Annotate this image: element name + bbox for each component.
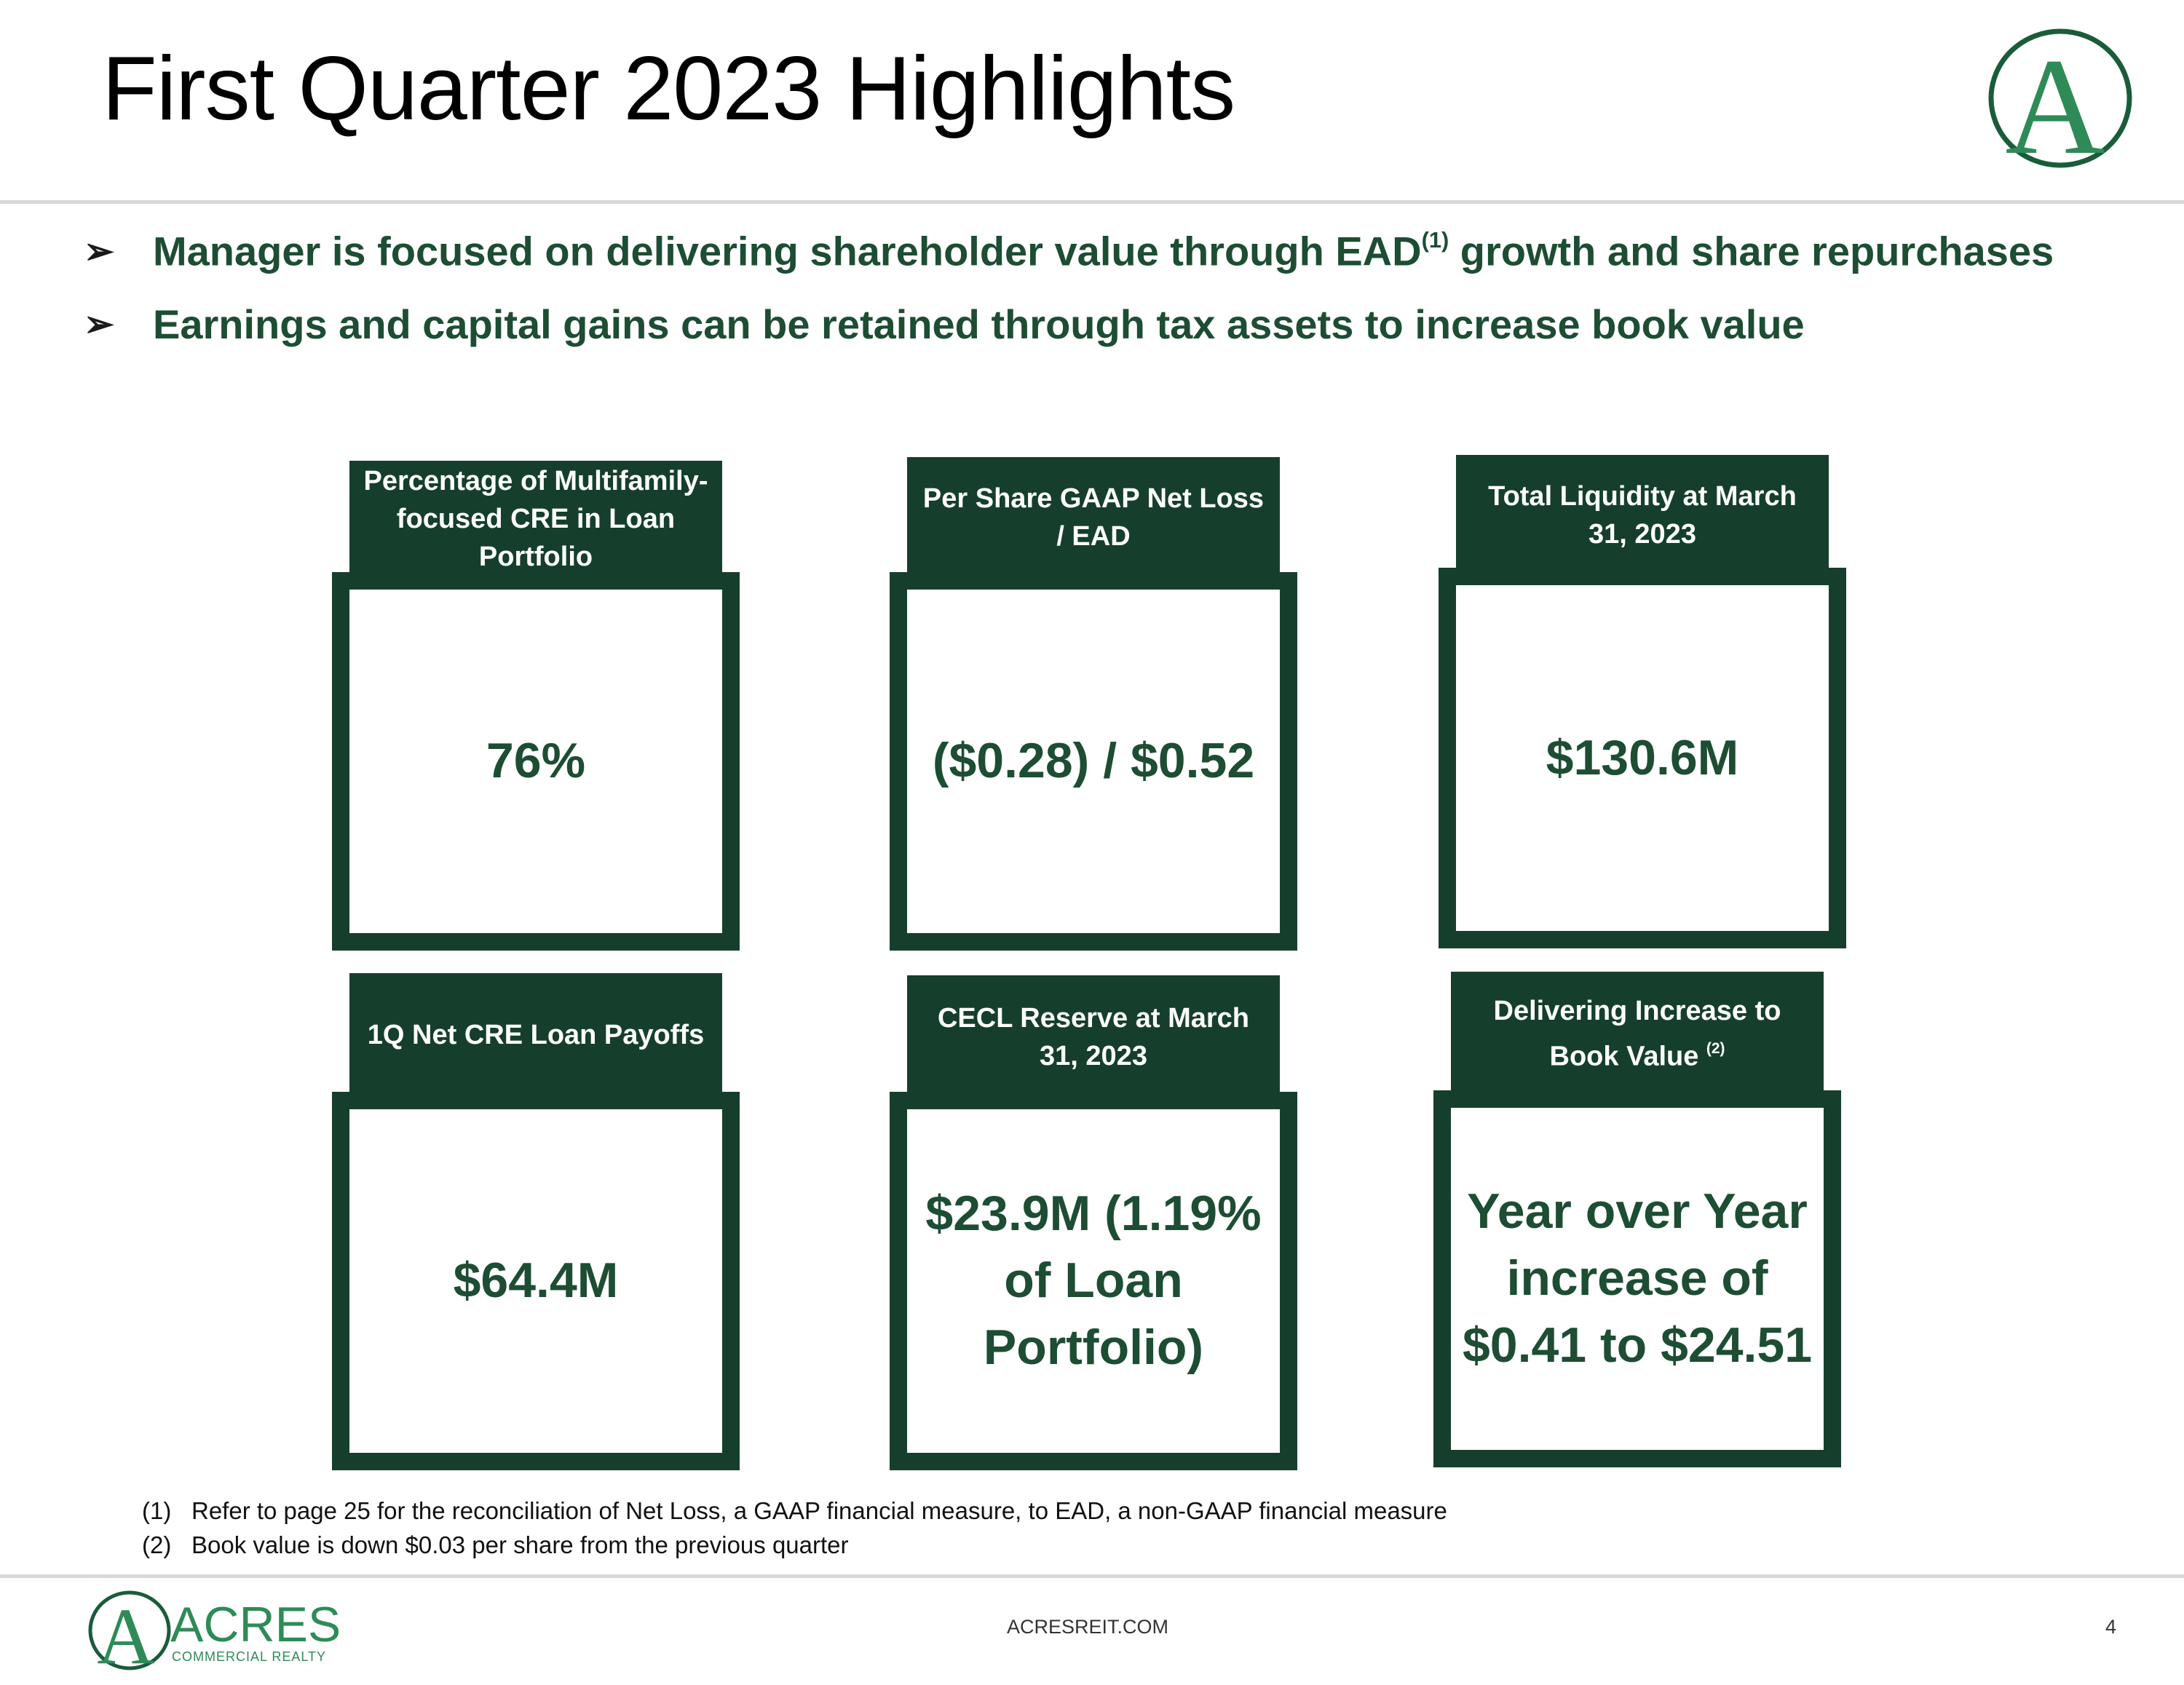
card-value: Year over Year increase of $0.41 to $24.… [1462,1184,1813,1373]
bullet-text: Earnings and capital gains can be retain… [153,301,1805,347]
bullet-item: ➢ Earnings and capital gains can be reta… [84,288,2054,360]
card-value: $130.6M [1546,729,1739,785]
card-body: $23.9M (1.19% of Loan Portfolio) [890,1092,1297,1470]
footer-website: ACRESREIT.COM [1007,1616,1169,1638]
card-body: Year over Year increase of $0.41 to $24.… [1433,1090,1841,1467]
footer-divider [0,1574,2184,1578]
svg-text:ACRES: ACRES [170,1597,341,1652]
footnote-item: (1) Refer to page 25 for the reconciliati… [142,1497,1447,1524]
card-body: ($0.28) / $0.52 [890,572,1297,951]
card-header: CECL Reserve at March 31, 2023 [907,975,1280,1099]
card-header: Total Liquidity at March 31, 2023 [1456,455,1829,575]
card-header: Per Share GAAP Net Loss / EAD [907,457,1280,577]
arrow-bullet-icon: ➢ [84,304,114,344]
card-header: 1Q Net CRE Loan Payoffs [349,973,722,1097]
acres-footer-logo-icon: A ACRES COMMERCIAL REALTY [88,1590,341,1674]
bullet-text: Manager is focused on delivering shareho… [153,227,2054,274]
card-header: Delivering Increase to Book Value (2) [1451,972,1824,1095]
card-value: $64.4M [453,1253,619,1309]
highlight-bullets: ➢ Manager is focused on delivering share… [84,215,2054,360]
bullet-item: ➢ Manager is focused on delivering share… [84,215,2054,288]
card-body: 76% [332,572,740,951]
card-body: $64.4M [332,1092,740,1470]
svg-text:A: A [2005,31,2105,182]
svg-text:A: A [97,1592,154,1674]
card-value: 76% [486,733,586,789]
svg-text:COMMERCIAL REALTY: COMMERCIAL REALTY [172,1649,326,1664]
header-divider [0,200,2184,204]
card-value: ($0.28) / $0.52 [932,733,1255,789]
page-title: First Quarter 2023 Highlights [102,39,1235,139]
card-body: $130.6M [1439,568,1846,948]
acres-logo-icon: A [1988,28,2132,182]
card-value: $23.9M (1.19% of Loan Portfolio) [925,1186,1262,1375]
page-number: 4 [2105,1616,2117,1638]
card-header: Percentage of Multifamily-focused CRE in… [349,461,722,577]
footnote-item: (2) Book value is down $0.03 per share fr… [142,1531,849,1558]
footnotes: (1) Refer to page 25 for the reconciliati… [142,1494,1447,1562]
arrow-bullet-icon: ➢ [84,231,114,271]
